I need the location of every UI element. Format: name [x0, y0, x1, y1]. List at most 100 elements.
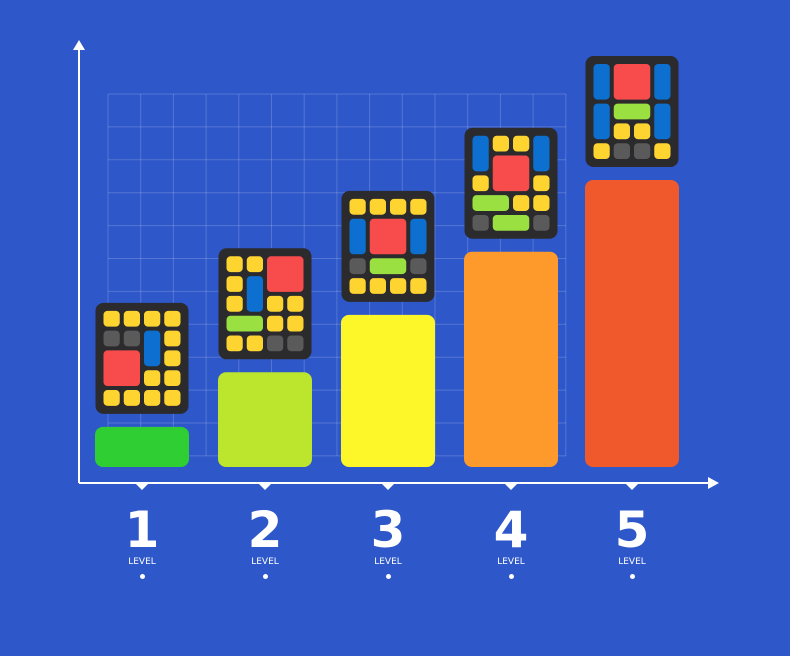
puzzle-piece — [533, 195, 550, 211]
puzzle-piece — [492, 214, 530, 231]
puzzle-piece — [654, 64, 671, 100]
level-caption: LEVEL — [618, 557, 646, 567]
puzzle-piece — [349, 278, 366, 294]
puzzle-piece — [287, 335, 304, 352]
puzzle-piece — [634, 123, 651, 140]
puzzle-piece — [267, 335, 284, 352]
puzzle-piece — [103, 330, 120, 347]
puzzle-piece — [533, 135, 550, 172]
puzzle-piece — [613, 143, 630, 159]
puzzle-icon-level-1 — [95, 302, 189, 414]
bar-level-3 — [341, 314, 435, 467]
puzzle-piece — [226, 295, 243, 312]
puzzle-piece — [533, 175, 550, 192]
puzzle-piece — [123, 310, 140, 327]
puzzle-piece — [492, 155, 530, 192]
level-caption: LEVEL — [374, 557, 402, 567]
x-tick-marker — [259, 484, 271, 490]
puzzle-piece — [410, 198, 427, 215]
x-axis-arrow-icon — [708, 477, 719, 489]
puzzle-piece — [369, 218, 407, 255]
puzzle-piece — [654, 143, 671, 159]
level-dot — [629, 574, 635, 579]
y-axis — [73, 40, 85, 483]
level-number-4: 4 — [493, 501, 529, 559]
puzzle-piece — [144, 330, 161, 367]
puzzle-piece — [349, 218, 366, 255]
level-dot — [508, 574, 514, 579]
puzzle-piece — [144, 390, 161, 406]
level-dot — [262, 574, 268, 579]
x-tick-marker — [505, 484, 517, 490]
puzzle-piece — [613, 123, 630, 140]
puzzle-piece — [613, 103, 651, 120]
puzzle-piece — [267, 256, 304, 292]
level-dot — [385, 574, 391, 579]
puzzle-piece — [103, 310, 120, 327]
puzzle-piece — [123, 330, 140, 347]
puzzle-piece — [164, 310, 181, 327]
puzzle-piece — [593, 143, 610, 159]
puzzle-piece — [349, 258, 366, 275]
puzzle-piece — [287, 315, 304, 332]
puzzle-piece — [654, 103, 671, 140]
puzzle-piece — [164, 370, 181, 387]
puzzle-piece — [246, 276, 263, 312]
bar-level-1 — [95, 426, 189, 467]
puzzle-icon-level-2 — [218, 248, 312, 360]
puzzle-piece — [634, 143, 651, 159]
puzzle-piece — [613, 64, 651, 100]
puzzle-piece — [472, 214, 489, 231]
level-caption: LEVEL — [128, 557, 156, 567]
puzzle-piece — [492, 135, 509, 152]
bar-level-2 — [218, 372, 312, 467]
puzzle-piece — [226, 256, 243, 273]
x-tick-marker — [136, 484, 148, 490]
puzzle-piece — [103, 390, 120, 406]
level-number-5: 5 — [614, 501, 650, 559]
x-axis — [79, 477, 719, 489]
puzzle-piece — [472, 135, 489, 172]
bar-level-5 — [585, 180, 679, 467]
puzzle-piece — [164, 330, 181, 347]
puzzle-piece — [369, 258, 407, 275]
puzzle-piece — [226, 315, 263, 332]
x-tick-marker — [626, 484, 638, 490]
puzzle-piece — [246, 256, 263, 273]
level-number-3: 3 — [370, 501, 406, 559]
puzzle-piece — [349, 198, 366, 215]
puzzle-piece — [472, 175, 489, 192]
puzzle-piece — [267, 295, 284, 312]
puzzle-piece — [267, 315, 284, 332]
puzzle-piece — [410, 278, 427, 294]
puzzle-piece — [513, 195, 530, 211]
puzzle-piece — [593, 103, 610, 140]
puzzle-piece — [513, 135, 530, 152]
puzzle-piece — [287, 295, 304, 312]
puzzle-piece — [123, 390, 140, 406]
puzzle-piece — [246, 335, 263, 352]
level-caption: LEVEL — [497, 557, 525, 567]
puzzle-piece — [369, 198, 386, 215]
puzzle-piece — [369, 278, 386, 294]
puzzle-piece — [164, 350, 181, 367]
puzzle-piece — [472, 195, 509, 211]
y-axis-arrow-icon — [73, 40, 85, 50]
puzzle-piece — [226, 335, 243, 352]
puzzle-piece — [144, 370, 161, 387]
x-tick-marker — [382, 484, 394, 490]
puzzle-piece — [533, 214, 550, 231]
puzzle-piece — [103, 350, 140, 387]
level-caption: LEVEL — [251, 557, 279, 567]
puzzle-icon-level-4 — [464, 127, 558, 239]
level-dot — [139, 574, 145, 579]
level-number-1: 1 — [124, 501, 160, 559]
bar-level-4 — [464, 251, 558, 467]
puzzle-piece — [410, 258, 427, 275]
puzzle-piece — [390, 278, 407, 294]
puzzle-piece — [593, 64, 610, 100]
puzzle-piece — [226, 276, 243, 292]
puzzle-piece — [390, 198, 407, 215]
puzzle-piece — [410, 218, 427, 255]
